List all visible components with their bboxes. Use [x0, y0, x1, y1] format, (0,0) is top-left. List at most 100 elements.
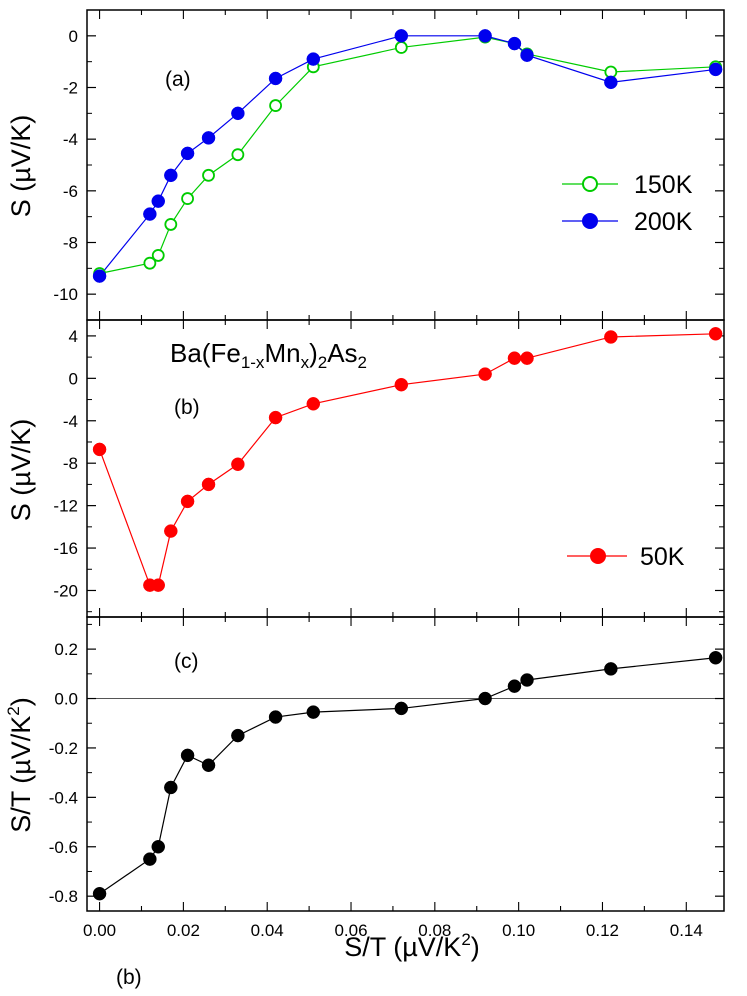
- y-axis-label-c-close: ): [6, 697, 36, 706]
- y-tick-label: -10: [53, 285, 78, 304]
- y-tick-label: 0: [69, 27, 78, 46]
- x-axis-label-sup: 2: [461, 930, 470, 949]
- data-point-2-0: [708, 651, 723, 665]
- data-point-0-1: [507, 36, 522, 51]
- data-point-0-1: [306, 52, 321, 66]
- tick-labels: 0 -2 -4 -6 -8 -10 4 0 -4 -8 -12 -16 -20 0.2 0.0 -0.2 -0.…: [49, 27, 703, 940]
- y-tick-label: -16: [53, 539, 78, 558]
- compound-part-g: As: [327, 338, 357, 368]
- y-tick-label: -0.8: [49, 887, 78, 906]
- data-point-0-0: [231, 148, 245, 162]
- y-axis-label-b: S (µV/K): [6, 419, 36, 522]
- data-point-0-1: [520, 48, 534, 62]
- x-axis-label: S/T (µV/K2): [344, 930, 480, 962]
- data-point-0-0: [269, 99, 282, 112]
- data-point-2-0: [520, 673, 534, 687]
- data-point-1-0: [201, 477, 216, 492]
- data-point-1-0: [268, 410, 283, 425]
- data-point-0-1: [92, 269, 107, 283]
- y-tick-label: -20: [53, 581, 78, 600]
- data-point-0-0: [151, 249, 165, 262]
- x-tick-label: 0.06: [334, 921, 367, 940]
- compound-part-c: Mn: [264, 338, 300, 368]
- y-tick-label: -2: [63, 79, 78, 98]
- y-tick-label: 0: [69, 369, 78, 388]
- x-tick-label: 0.00: [83, 921, 116, 940]
- y-axis-label-a: S (µV/K): [6, 115, 36, 218]
- data-point-0-1: [708, 62, 723, 77]
- data-point-1-0: [92, 442, 107, 457]
- legend-label-50k: 50K: [640, 543, 685, 571]
- y-tick-label: 4: [69, 327, 78, 346]
- y-tick-label: 0.2: [54, 640, 78, 659]
- legend-marker-50k: [590, 548, 606, 564]
- data-point-0-1: [231, 106, 245, 121]
- data-point-2-0: [478, 691, 492, 706]
- x-tick-label: 0.04: [251, 921, 284, 940]
- y-tick-label: 0.0: [54, 690, 78, 709]
- data-point-0-0: [202, 168, 215, 182]
- series-line-1-0: [99, 333, 716, 586]
- data-point-2-0: [151, 840, 165, 854]
- data-point-2-0: [394, 701, 409, 716]
- compound-sub-1: 1-x: [241, 353, 265, 372]
- y-tick-label: -8: [63, 454, 78, 473]
- y-tick-label: -8: [63, 234, 78, 253]
- legend-marker-200k: [582, 213, 598, 229]
- x-tick-label: 0.08: [418, 921, 451, 940]
- data-point-0-0: [143, 256, 157, 270]
- y-tick-label: -6: [63, 182, 78, 201]
- x-axis-label-main: S/T (µV/K: [344, 932, 461, 962]
- data-point-2-0: [306, 705, 321, 719]
- panel-a-frame: [86, 9, 725, 321]
- data-point-1-0: [306, 397, 321, 411]
- data-point-2-0: [180, 748, 195, 763]
- data-point-2-0: [164, 780, 178, 795]
- data-point-2-0: [201, 758, 216, 772]
- data-point-1-0: [180, 494, 195, 509]
- data-point-0-0: [164, 218, 178, 231]
- data-point-0-1: [201, 131, 216, 145]
- data-point-0-1: [268, 71, 283, 86]
- data-point-0-1: [394, 29, 409, 43]
- data-point-1-0: [164, 524, 178, 538]
- compound-part-a: Ba(Fe: [170, 338, 241, 368]
- panel-label-a: (a): [165, 68, 191, 91]
- x-tick-label: 0.14: [670, 921, 703, 940]
- tick-marks: [87, 10, 724, 911]
- x-tick-label: 0.02: [167, 921, 200, 940]
- y-tick-label: -4: [63, 130, 78, 149]
- data-point-2-0: [268, 710, 283, 724]
- compound-sub-2: x: [301, 353, 310, 372]
- legend-label-200k: 200K: [634, 208, 693, 236]
- data-point-0-1: [151, 194, 165, 208]
- legend-panel-a: 150K 200K: [562, 171, 693, 236]
- y-tick-label: -4: [63, 412, 78, 431]
- data-point-1-0: [507, 351, 522, 365]
- data-point-1-0: [151, 578, 165, 592]
- data-point-0-1: [143, 207, 157, 221]
- data-point-1-0: [231, 457, 245, 472]
- series-line-2-0: [99, 657, 716, 895]
- data-point-2-0: [92, 886, 107, 901]
- data-point-0-1: [180, 146, 195, 161]
- data-point-0-1: [478, 29, 492, 43]
- data-point-1-0: [478, 367, 492, 381]
- y-tick-label: -0.4: [49, 788, 78, 807]
- panel-label-c: (c): [174, 650, 199, 673]
- data-series: [92, 29, 723, 901]
- y-axis-label-c-sup: 2: [4, 706, 23, 715]
- data-point-2-0: [507, 679, 522, 693]
- y-tick-label: -0.2: [49, 739, 78, 758]
- data-point-0-1: [604, 75, 618, 90]
- data-point-0-1: [164, 168, 178, 183]
- data-point-2-0: [231, 728, 245, 743]
- panel-label-b: (b): [174, 396, 200, 419]
- data-point-0-0: [394, 41, 408, 54]
- legend-label-150k: 150K: [634, 171, 693, 199]
- data-point-1-0: [394, 377, 409, 392]
- compound-part-e: ): [309, 338, 318, 368]
- panel-c-frame: [86, 616, 725, 912]
- data-point-1-0: [520, 351, 534, 365]
- legend-marker-150k: [582, 176, 598, 192]
